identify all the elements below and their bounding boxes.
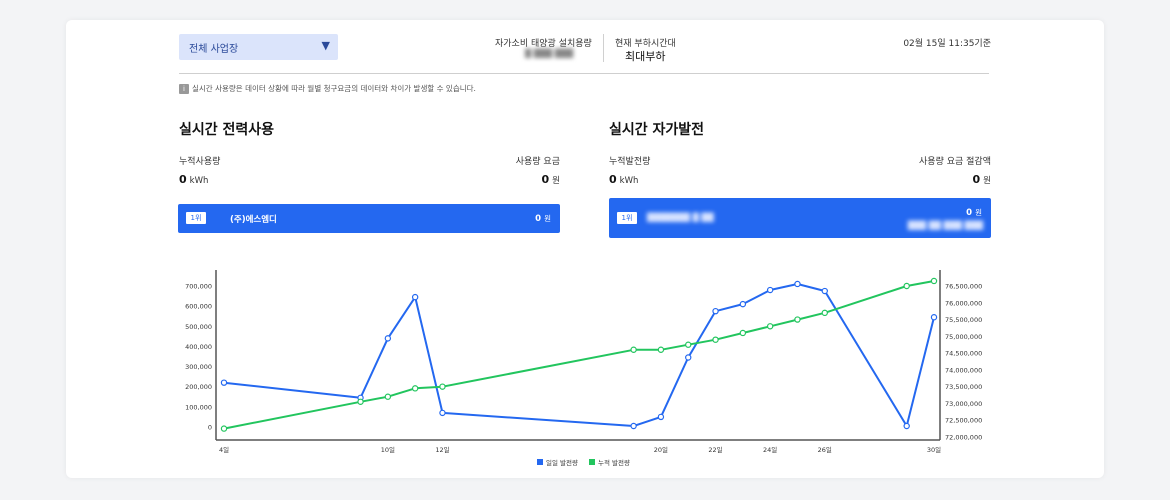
y-left-tick-label: 100,000: [185, 403, 212, 411]
series-1-point: [794, 280, 801, 288]
site-select[interactable]: 전체 사업장 ▼: [179, 34, 338, 60]
timestamp: 02월 15일 11:35기준: [903, 39, 991, 49]
y-left-tick-label: 0: [208, 424, 212, 432]
generation-title: 실시간 자가발전: [609, 122, 705, 138]
y-right-tick-label: 72,500,000: [945, 417, 982, 425]
x-tick-label: 10일: [381, 445, 395, 454]
x-tick-label: 22일: [708, 445, 722, 454]
usage-rank-company: (주)에스엠디: [230, 215, 277, 225]
usage-cum-value: 0 kWh: [179, 173, 209, 186]
series-1-point: [739, 300, 747, 308]
series-2-point: [685, 341, 692, 348]
y-right-tick-label: 73,000,000: [945, 400, 982, 408]
legend-swatch-1: [537, 459, 543, 465]
series-1-point: [384, 335, 392, 342]
series-1-point: [766, 286, 774, 294]
y-left-tick-label: 500,000: [185, 323, 212, 331]
series-2-point: [411, 385, 419, 392]
notice-text: 실시간 사용량은 데이터 상황에 따라 월별 청구요금의 데이터와 차이가 발생…: [192, 84, 476, 93]
series-1-point: [220, 379, 228, 386]
series-2-point: [930, 277, 938, 285]
series-2-point: [630, 346, 637, 353]
y-left-tick-label: 300,000: [185, 363, 212, 371]
x-tick-label: 4일: [219, 445, 229, 454]
site-select-label: 전체 사업장: [189, 44, 239, 55]
series-1-point: [685, 354, 692, 361]
usage-fee-label: 사용량 요금: [515, 157, 560, 167]
notice: i 실시간 사용량은 데이터 상황에 따라 월별 청구요금의 데이터와 차이가 발…: [179, 83, 476, 94]
series-2-point: [794, 316, 801, 323]
capacity-value: █ ███ ███: [525, 49, 574, 58]
header-rule: [179, 73, 989, 74]
series-2-point: [357, 398, 364, 405]
usage-title: 실시간 전력사용: [179, 122, 275, 138]
series-2-point: [821, 309, 828, 317]
series-line-1: [223, 283, 935, 427]
y-right-tick-label: 74,000,000: [945, 366, 982, 374]
x-tick-label: 30일: [927, 445, 941, 454]
y-right-tick-label: 75,500,000: [945, 316, 982, 324]
generation-cum-label: 누적발전량: [609, 157, 651, 167]
y-right-tick-label: 73,500,000: [945, 383, 982, 391]
load-value: 최대부하: [625, 50, 666, 63]
series-2-point: [739, 329, 747, 337]
capacity-label: 자가소비 태양광 설치용량: [495, 39, 592, 49]
dashboard-card: [66, 20, 1104, 478]
y-left-tick-label: 600,000: [185, 303, 212, 311]
series-2-point: [384, 393, 392, 400]
y-right-tick-label: 76,500,000: [945, 283, 982, 291]
y-right-tick-label: 74,500,000: [945, 350, 982, 358]
generation-rank-badge: 1위: [617, 212, 637, 224]
series-1-point: [903, 422, 910, 430]
chevron-down-icon: ▼: [321, 39, 330, 52]
series-1-point: [821, 287, 828, 295]
series-2-point: [657, 346, 665, 353]
y-right-tick-label: 75,000,000: [945, 333, 982, 341]
legend-swatch-2: [589, 459, 595, 465]
series-2-point: [903, 282, 910, 290]
series-2-point: [220, 425, 228, 432]
series-1-point: [411, 293, 419, 301]
y-right-tick-label: 72,000,000: [945, 434, 982, 442]
generation-rank-company: ███████ █ ██: [647, 213, 714, 222]
series-1-point: [712, 307, 719, 315]
series-line-2: [223, 280, 935, 430]
info-icon: i: [179, 84, 189, 94]
usage-cum-label: 누적사용량: [179, 157, 221, 167]
y-left-tick-label: 200,000: [185, 383, 212, 391]
legend-label-1: 일일 발전량: [546, 458, 578, 467]
series-1-point: [657, 413, 665, 421]
generation-cum-value: 0 kWh: [609, 173, 639, 186]
x-tick-label: 26일: [818, 445, 832, 454]
x-tick-label: 24일: [763, 445, 777, 454]
series-1-point: [930, 314, 938, 321]
y-left-tick-label: 400,000: [185, 343, 212, 351]
generation-rank-sub: ███ ██ ███ ███: [907, 221, 983, 230]
series-2-point: [766, 323, 774, 330]
legend-label-2: 누적 발전량: [598, 458, 630, 467]
x-tick-label: 12일: [435, 445, 449, 454]
usage-rank-badge: 1위: [186, 212, 206, 224]
y-right-tick-label: 76,000,000: [945, 299, 982, 307]
generation-fee-label: 사용량 요금 절감액: [919, 157, 991, 167]
series-1-point: [439, 409, 446, 417]
series-2-point: [712, 336, 719, 343]
y-left-tick-label: 700,000: [185, 283, 212, 291]
header-divider: [603, 34, 604, 62]
series-2-point: [439, 383, 446, 390]
x-tick-label: 20일: [654, 445, 668, 454]
load-label: 현재 부하시간대: [615, 39, 676, 49]
series-1-point: [630, 422, 637, 430]
